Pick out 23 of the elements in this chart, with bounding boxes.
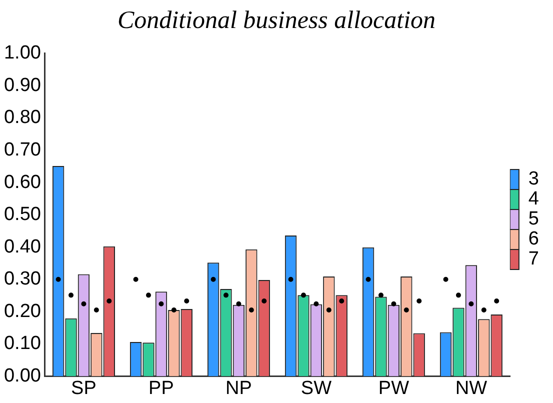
y-tick-label: 0.20	[4, 300, 41, 322]
x-tick-label: SW	[300, 378, 332, 399]
chart-title: Conditional business allocation	[116, 6, 437, 36]
legend-label: 3	[528, 168, 540, 190]
y-tick-label: 0.30	[4, 268, 41, 290]
legend-label: 7	[528, 248, 540, 270]
y-tick-label: 0.10	[4, 333, 41, 354]
legend-label: 4	[528, 188, 540, 210]
x-tick-label: PW	[378, 378, 410, 399]
y-tick-label: 0.60	[4, 172, 41, 193]
legend-label: 6	[528, 228, 540, 250]
y-tick-label: 0.70	[4, 139, 41, 160]
y-tick-label: 0.90	[4, 74, 41, 96]
x-tick-label: SP	[71, 378, 96, 399]
y-tick-label: 0.50	[4, 204, 41, 226]
y-tick-label: 0.80	[4, 107, 41, 128]
x-tick-label: PP	[148, 378, 174, 399]
x-tick-label: NP	[226, 378, 252, 399]
y-tick-label: 0.00	[4, 365, 41, 386]
x-tick-label: NW	[455, 378, 488, 399]
y-tick-label: 1.00	[4, 42, 41, 64]
y-tick-label: 0.40	[4, 236, 41, 258]
legend-label: 5	[528, 208, 540, 230]
